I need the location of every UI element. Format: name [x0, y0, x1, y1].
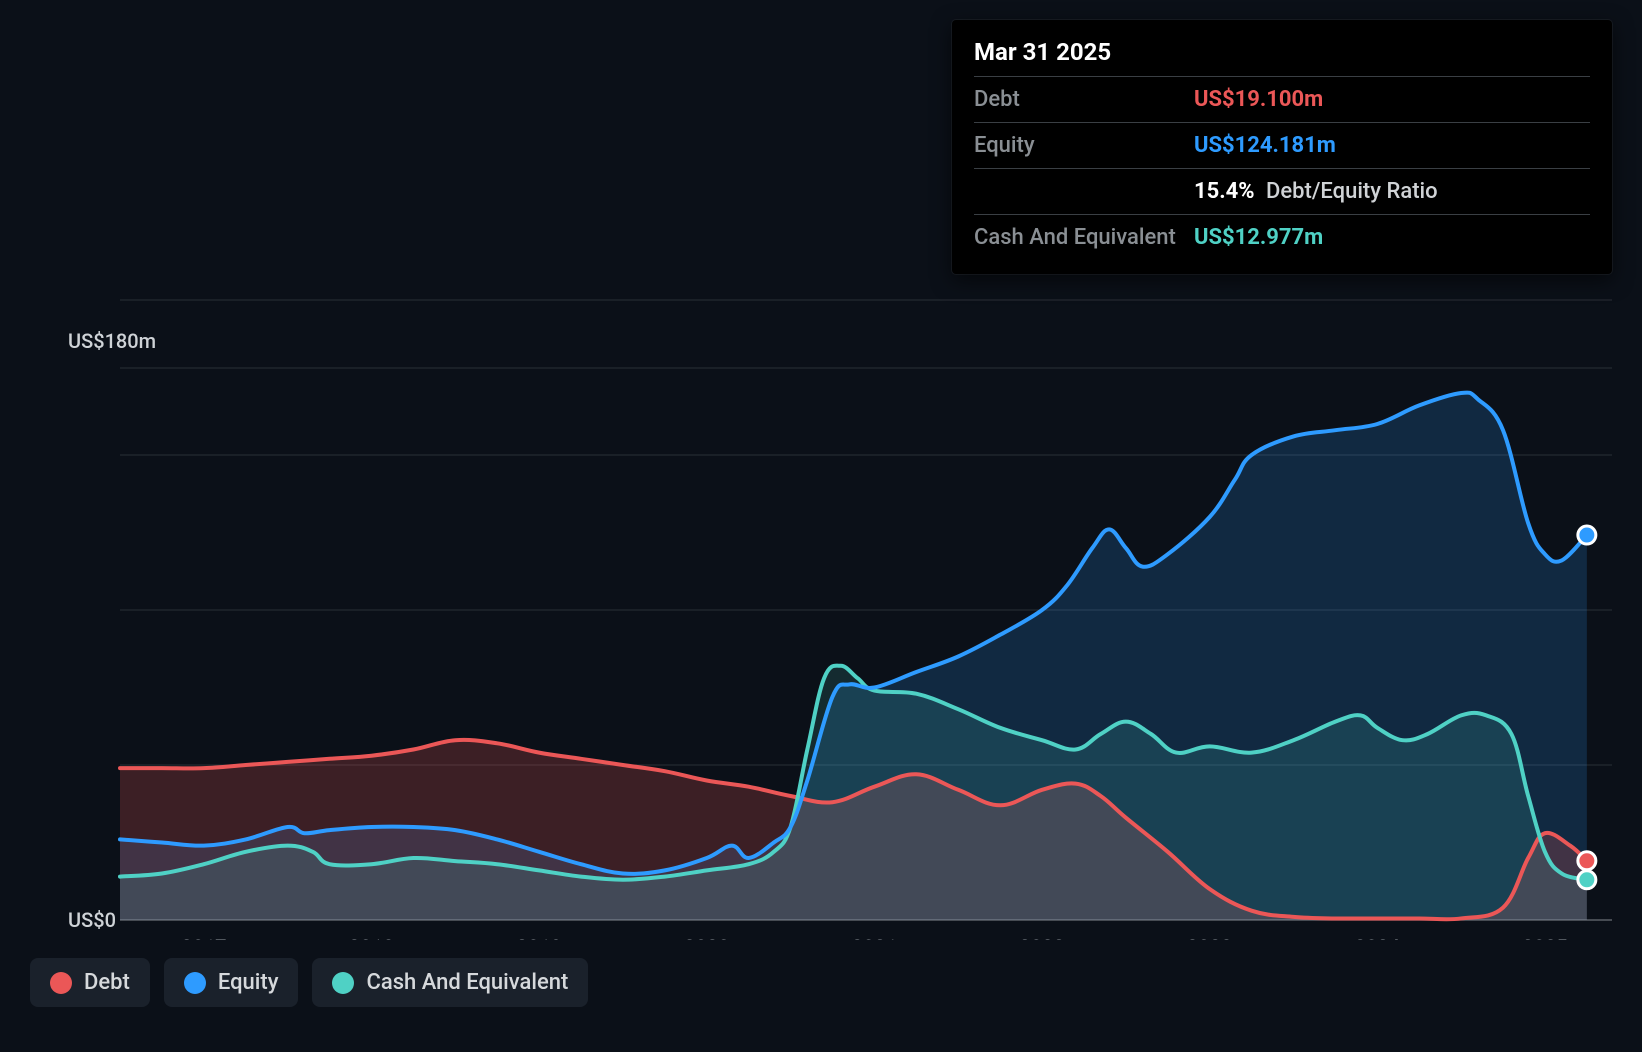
series-end-marker-cash: [1578, 871, 1596, 889]
legend-item-label: Debt: [84, 970, 130, 995]
chart-container: US$0 US$180m 2017 2018 2019 2020 2021 2022 2023 2…: [0, 0, 1642, 1052]
tooltip-row-label: Equity: [974, 129, 1194, 162]
x-tick-label: 2017: [181, 935, 226, 940]
tooltip-row-label: Cash And Equivalent: [974, 221, 1194, 254]
tooltip-row-label: Debt: [974, 83, 1194, 116]
tooltip-date: Mar 31 2025: [974, 34, 1590, 76]
legend-item-label: Equity: [218, 970, 279, 995]
tooltip-row-value: US$124.181m: [1194, 133, 1336, 158]
tooltip-row-label: [974, 175, 1194, 208]
x-tick-label: 2020: [684, 935, 729, 940]
tooltip-row-value-wrap: US$19.100m: [1194, 83, 1323, 116]
x-tick-label: 2021: [852, 935, 897, 940]
debt-swatch-icon: [50, 972, 72, 994]
legend-item-equity[interactable]: Equity: [164, 958, 299, 1007]
legend-item-debt[interactable]: Debt: [30, 958, 150, 1007]
tooltip-rows: DebtUS$19.100mEquityUS$124.181m15.4% Deb…: [974, 76, 1590, 260]
y-axis-label-zero: US$0: [68, 908, 116, 932]
equity-swatch-icon: [184, 972, 206, 994]
tooltip-row: 15.4% Debt/Equity Ratio: [974, 168, 1590, 214]
tooltip-row-suffix: Debt/Equity Ratio: [1261, 179, 1438, 204]
tooltip-row: DebtUS$19.100m: [974, 76, 1590, 122]
x-tick-label: 2022: [1019, 935, 1064, 940]
tooltip-row: Cash And EquivalentUS$12.977m: [974, 214, 1590, 260]
legend-item-cash[interactable]: Cash And Equivalent: [312, 958, 588, 1007]
series-end-marker-debt: [1578, 852, 1596, 870]
tooltip-row-value: US$12.977m: [1194, 225, 1323, 250]
tooltip-row-value-wrap: US$124.181m: [1194, 129, 1336, 162]
chart-tooltip: Mar 31 2025 DebtUS$19.100mEquityUS$124.1…: [952, 20, 1612, 274]
tooltip-row-value-wrap: US$12.977m: [1194, 221, 1323, 254]
legend-item-label: Cash And Equivalent: [366, 970, 568, 995]
x-tick-label: 2024: [1355, 935, 1400, 940]
series-end-marker-equity: [1578, 526, 1596, 544]
tooltip-row-value-wrap: 15.4% Debt/Equity Ratio: [1194, 175, 1438, 208]
x-tick-label: 2025: [1522, 935, 1567, 940]
x-tick-label: 2018: [349, 935, 394, 940]
y-axis-label-180: US$180m: [68, 329, 156, 353]
tooltip-row-value: 15.4%: [1194, 179, 1255, 204]
x-tick-label: 2023: [1187, 935, 1232, 940]
cash-swatch-icon: [332, 972, 354, 994]
x-tick-label: 2019: [516, 935, 561, 940]
chart-legend: Debt Equity Cash And Equivalent: [30, 958, 1612, 1007]
tooltip-row-value: US$19.100m: [1194, 87, 1323, 112]
tooltip-row: EquityUS$124.181m: [974, 122, 1590, 168]
